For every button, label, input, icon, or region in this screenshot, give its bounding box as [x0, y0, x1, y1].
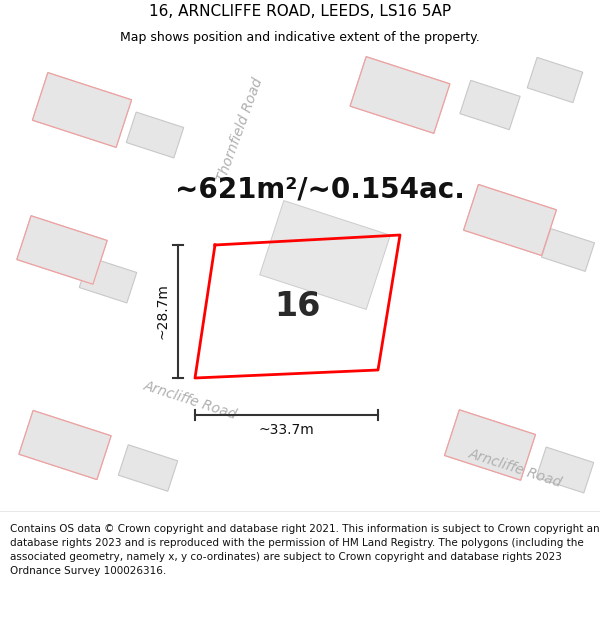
Polygon shape — [118, 445, 178, 491]
Polygon shape — [126, 112, 184, 158]
Polygon shape — [170, 50, 260, 510]
Polygon shape — [464, 184, 556, 256]
Polygon shape — [19, 411, 111, 479]
Text: Thornfield Road: Thornfield Road — [215, 76, 265, 184]
Text: Arncliffe Road: Arncliffe Road — [142, 378, 238, 422]
Polygon shape — [0, 350, 600, 460]
Polygon shape — [32, 72, 131, 148]
Polygon shape — [541, 229, 595, 271]
Polygon shape — [32, 72, 131, 148]
Text: 16: 16 — [274, 291, 320, 324]
Text: Arncliffe Road: Arncliffe Road — [467, 446, 563, 490]
Polygon shape — [445, 410, 535, 480]
Text: ~28.7m: ~28.7m — [156, 284, 170, 339]
Polygon shape — [79, 257, 137, 303]
Text: Ordnance Survey 100026316.: Ordnance Survey 100026316. — [10, 566, 166, 576]
Text: associated geometry, namely x, y co-ordinates) are subject to Crown copyright an: associated geometry, namely x, y co-ordi… — [10, 552, 562, 562]
Polygon shape — [17, 216, 107, 284]
Polygon shape — [460, 81, 520, 129]
Polygon shape — [17, 216, 107, 284]
Text: database rights 2023 and is reproduced with the permission of HM Land Registry. : database rights 2023 and is reproduced w… — [10, 538, 584, 548]
Polygon shape — [260, 201, 391, 309]
Polygon shape — [527, 58, 583, 102]
Polygon shape — [464, 184, 556, 256]
Polygon shape — [350, 57, 450, 133]
Polygon shape — [445, 410, 535, 480]
Text: Map shows position and indicative extent of the property.: Map shows position and indicative extent… — [120, 31, 480, 44]
Polygon shape — [536, 447, 594, 493]
Text: ~621m²/~0.154ac.: ~621m²/~0.154ac. — [175, 176, 465, 204]
Text: ~33.7m: ~33.7m — [259, 423, 314, 437]
Text: Contains OS data © Crown copyright and database right 2021. This information is : Contains OS data © Crown copyright and d… — [10, 524, 600, 534]
Text: 16, ARNCLIFFE ROAD, LEEDS, LS16 5AP: 16, ARNCLIFFE ROAD, LEEDS, LS16 5AP — [149, 4, 451, 19]
Polygon shape — [350, 57, 450, 133]
Polygon shape — [19, 411, 111, 479]
